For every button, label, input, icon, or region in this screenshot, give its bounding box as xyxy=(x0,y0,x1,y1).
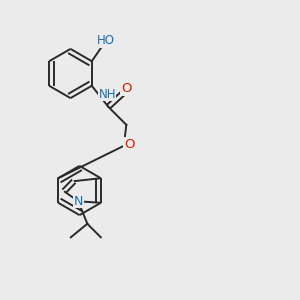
Text: N: N xyxy=(74,195,83,208)
Text: O: O xyxy=(121,82,132,95)
Text: NH: NH xyxy=(98,88,116,101)
Text: HO: HO xyxy=(97,34,115,47)
Text: O: O xyxy=(124,138,135,151)
